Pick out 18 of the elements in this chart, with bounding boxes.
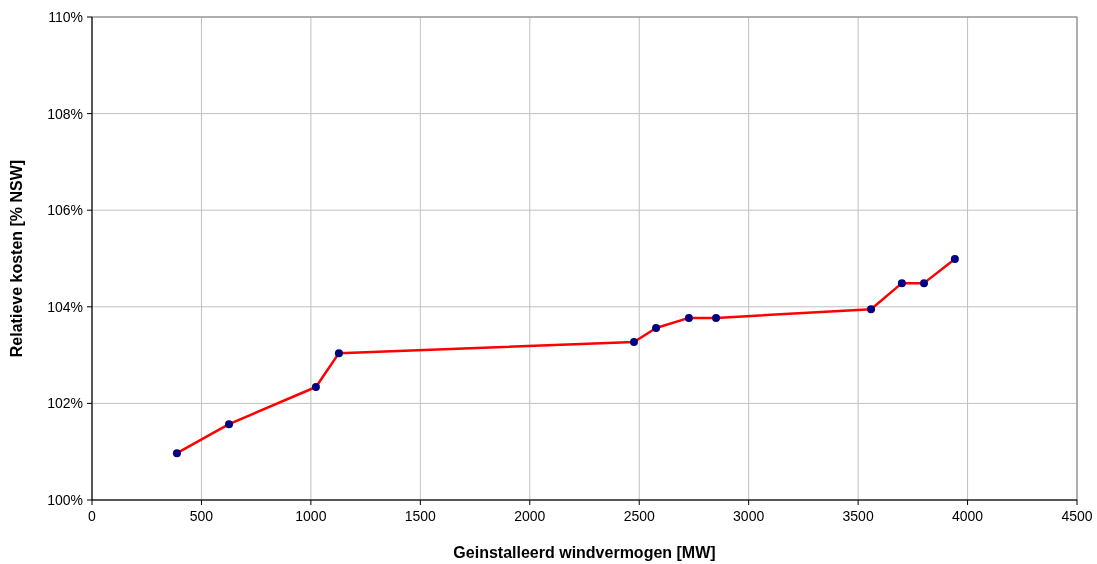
x-tick-label: 2500 [623, 508, 655, 524]
x-tick-label: 1000 [295, 508, 327, 524]
x-tick-label: 0 [88, 508, 97, 524]
x-tick-label: 4500 [1061, 508, 1093, 524]
x-tick-label: 500 [189, 508, 214, 524]
y-axis-title: Relatieve kosten [% NSW] [8, 159, 25, 358]
x-tick-label: 2000 [514, 508, 546, 524]
y-tick-label: 108% [47, 105, 83, 122]
y-tick-label: 104% [47, 298, 83, 315]
x-tick-label: 3500 [842, 508, 874, 524]
x-tick-label: 4000 [951, 508, 984, 524]
y-tick-label: 100% [47, 492, 83, 508]
y-tick-label: 102% [47, 395, 83, 412]
x-tick-label: 1500 [404, 508, 437, 524]
x-axis-title: Geinstalleerd windvermogen [MW] [453, 544, 716, 561]
y-tick-label: 110% [48, 9, 83, 25]
y-tick-label: 106% [47, 202, 83, 219]
x-tick-label: 3000 [733, 508, 765, 524]
